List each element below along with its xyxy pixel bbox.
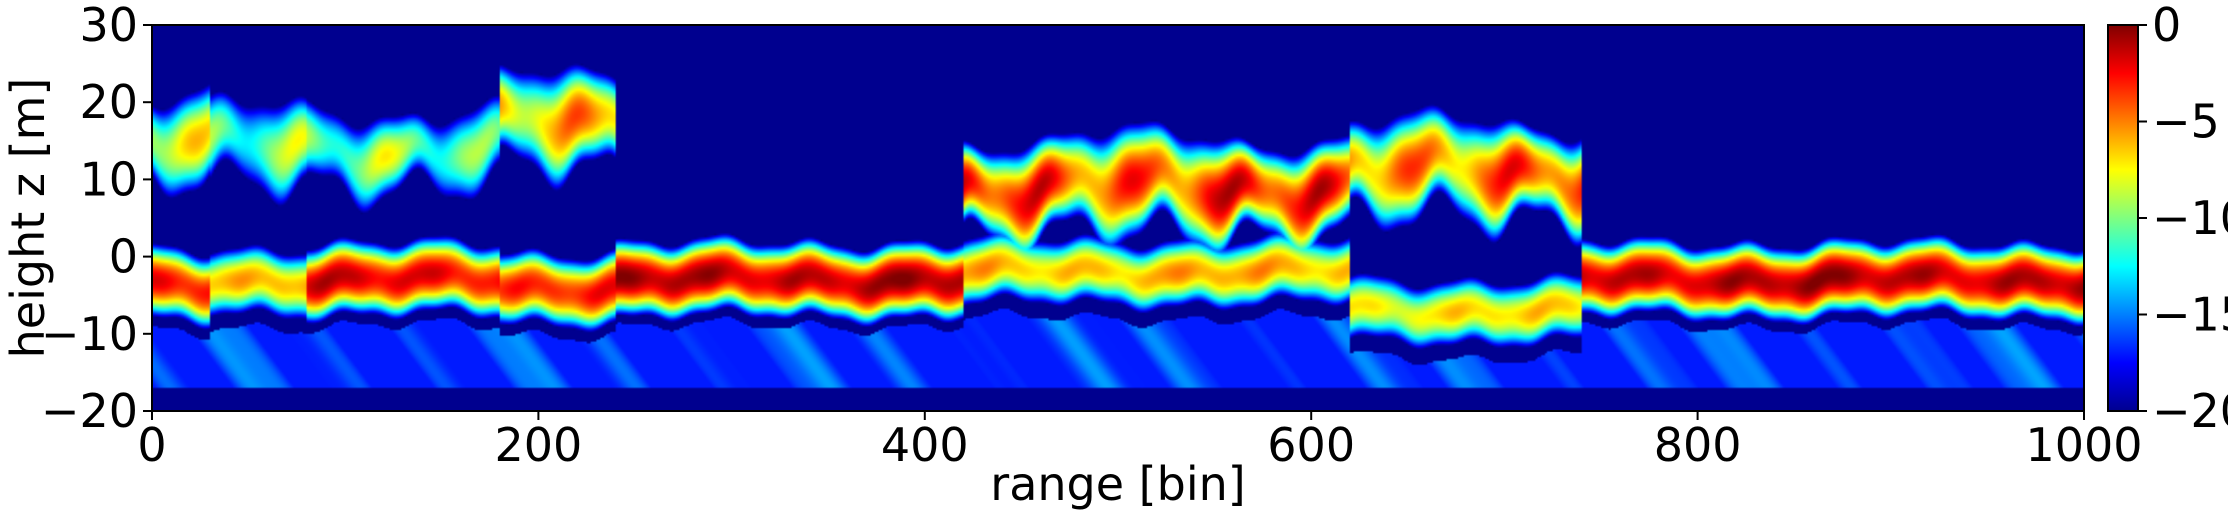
plot-area (151, 24, 2085, 412)
colorbar-tick-label: 0 (2152, 0, 2181, 52)
colorbar-ticks: −20 −15 −10 −5 0 (2138, 0, 2228, 438)
plot-frame (151, 24, 2085, 412)
x-tick-label: 1000 (2025, 418, 2142, 472)
x-tick-label: 600 (1267, 418, 1355, 472)
x-axis-label: range [bin] (990, 457, 1245, 511)
x-tick-label: 0 (137, 418, 166, 472)
colorbar-tick-label: −20 (2152, 384, 2228, 438)
colorbar-tick-label: −5 (2152, 95, 2220, 149)
y-tick-label: 30 (79, 0, 138, 52)
colorbar-gradient (2107, 24, 2139, 412)
colorbar-tick-label: −15 (2152, 288, 2228, 342)
heatmap-image (152, 25, 2084, 411)
y-tick-label: −20 (41, 384, 138, 438)
x-tick-label: 400 (881, 418, 969, 472)
x-tick-label: 200 (494, 418, 582, 472)
colorbar: −20 −15 −10 −5 0 (2107, 0, 2228, 438)
y-tick-label: 0 (109, 230, 138, 284)
y-tick-label: 20 (79, 75, 138, 129)
y-tick-label: 10 (79, 152, 138, 206)
y-axis-label: height z [m] (1, 78, 55, 359)
y-axis: −20 −10 0 10 20 30 (41, 0, 152, 438)
x-tick-label: 800 (1654, 418, 1742, 472)
colorbar-tick-label: −10 (2152, 191, 2228, 245)
x-axis: 0 200 400 600 800 1000 (137, 411, 2143, 472)
y-tick-label: −10 (41, 307, 138, 361)
